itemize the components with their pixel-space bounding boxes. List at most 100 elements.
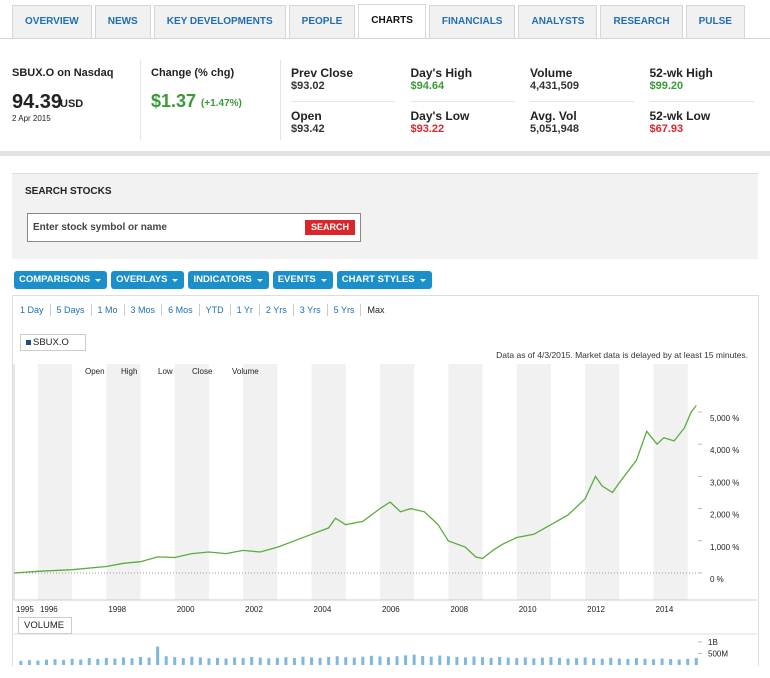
tab[interactable]: OVERVIEW xyxy=(12,5,92,38)
volume-bar xyxy=(498,656,502,665)
volume-bar xyxy=(79,659,83,665)
stat-label: Avg. Vol xyxy=(530,109,577,123)
range-link[interactable]: 2 Yrs xyxy=(260,304,294,316)
volume-bar xyxy=(515,658,519,665)
year-band xyxy=(37,364,73,600)
volume-bar xyxy=(335,656,339,665)
volume-bar xyxy=(634,658,638,665)
tab[interactable]: ANALYSTS xyxy=(518,5,598,38)
volume-bar xyxy=(87,658,91,665)
volume-bar xyxy=(352,657,356,665)
x-tick-label: 2004 xyxy=(314,605,332,614)
tab[interactable]: RESEARCH xyxy=(600,5,683,38)
range-link[interactable]: 3 Yrs xyxy=(294,304,328,316)
ohlc-label: Open xyxy=(85,367,105,376)
x-tick-label: 2006 xyxy=(382,605,400,614)
ohlc-label: High xyxy=(121,367,137,376)
range-link[interactable]: 6 Mos xyxy=(162,304,200,316)
volume-bar xyxy=(378,656,382,665)
volume-bar xyxy=(643,658,647,665)
stat-value: 5,051,948 xyxy=(530,123,579,135)
volume-bar xyxy=(215,657,219,665)
x-tick-label: 1996 xyxy=(40,605,58,614)
volume-bar xyxy=(344,657,348,665)
year-band xyxy=(448,364,483,600)
search-input[interactable]: Enter stock symbol or name SEARCH xyxy=(27,213,361,242)
divider xyxy=(0,38,770,39)
y-tick-label: 0 % xyxy=(710,575,724,584)
volume-bar xyxy=(472,656,476,665)
tab[interactable]: PULSE xyxy=(685,5,745,38)
change-label: Change (% chg) xyxy=(151,67,235,79)
separator xyxy=(140,60,141,140)
volume-bar xyxy=(429,656,433,665)
range-link[interactable]: 1 Day xyxy=(14,304,51,316)
range-link[interactable]: Max xyxy=(367,305,385,315)
stat-value: $67.93 xyxy=(649,123,684,135)
volume-bar xyxy=(224,658,228,665)
volume-bar xyxy=(53,659,57,665)
search-button[interactable]: SEARCH xyxy=(305,220,355,235)
search-placeholder: Enter stock symbol or name xyxy=(33,222,167,233)
range-link[interactable]: 3 Mos xyxy=(125,304,163,316)
stat-label: Day's Low xyxy=(410,109,470,123)
volume-bar xyxy=(566,658,570,665)
tab[interactable]: PEOPLE xyxy=(288,5,356,38)
volume-bar xyxy=(575,658,579,665)
volume-bar xyxy=(455,656,459,665)
volume-bar xyxy=(156,646,160,665)
separator xyxy=(530,101,634,102)
volume-bar xyxy=(404,655,408,665)
toolbar-button[interactable]: OVERLAYS xyxy=(111,271,185,289)
tab[interactable]: NEWS xyxy=(94,5,151,38)
year-band xyxy=(653,364,688,600)
toolbar-button[interactable]: INDICATORS xyxy=(188,271,269,289)
volume-bar xyxy=(626,659,630,665)
range-selector: 1 Day 5 Days 1 Mo 3 Mos 6 Mos YTD 1 Yr 2 Yrs 3 Y… xyxy=(14,304,390,316)
range-link[interactable]: YTD xyxy=(200,304,231,316)
x-tick-label: 2002 xyxy=(245,605,263,614)
tab[interactable]: KEY DEVELOPMENTS xyxy=(153,5,286,38)
legend-label: SBUX.O xyxy=(33,337,69,348)
tab[interactable]: FINANCIALS xyxy=(428,5,516,38)
year-band xyxy=(585,364,620,600)
year-band xyxy=(379,364,415,600)
separator xyxy=(280,60,281,140)
x-tick-label: 1995 xyxy=(16,605,34,614)
volume-bar xyxy=(463,657,467,665)
volume-bar xyxy=(147,657,151,665)
volume-bar xyxy=(421,656,425,665)
range-link[interactable]: 1 Yr xyxy=(231,304,260,316)
range-link[interactable]: 1 Mo xyxy=(92,304,125,316)
tab-bar: OVERVIEW NEWS KEY DEVELOPMENTS PEOPLE CHARTS… xyxy=(12,4,745,39)
range-link[interactable]: 5 Days xyxy=(51,304,92,316)
y-tick-label: 2,000 % xyxy=(710,511,739,520)
stat-label: Open xyxy=(291,109,322,123)
volume-bar xyxy=(27,660,31,665)
range-link[interactable]: 5 Yrs xyxy=(328,304,362,316)
stat-value: $99.20 xyxy=(649,80,684,92)
volume-bar xyxy=(540,657,544,665)
separator xyxy=(649,101,754,102)
volume-bar xyxy=(275,657,279,665)
quote-date: 2 Apr 2015 xyxy=(12,114,51,123)
volume-bar xyxy=(694,658,698,665)
volume-bar xyxy=(532,658,536,665)
volume-bar xyxy=(233,657,237,665)
chart-frame xyxy=(12,295,759,666)
volume-bar xyxy=(113,658,117,665)
year-band xyxy=(311,364,346,600)
stat-value: $94.64 xyxy=(410,80,445,92)
volume-bar xyxy=(250,656,254,665)
tab[interactable]: CHARTS xyxy=(358,4,426,39)
volume-bar xyxy=(310,657,314,665)
volume-bar xyxy=(139,656,143,665)
toolbar-button[interactable]: COMPARISONS xyxy=(14,271,108,289)
volume-bar xyxy=(104,657,108,665)
ohlc-label: Low xyxy=(158,367,173,376)
volume-bar xyxy=(523,657,527,665)
toolbar-button[interactable]: EVENTS xyxy=(272,271,333,289)
volume-bar xyxy=(327,656,331,665)
volume-bar xyxy=(198,657,202,665)
toolbar-button[interactable]: CHART STYLES xyxy=(336,271,432,289)
